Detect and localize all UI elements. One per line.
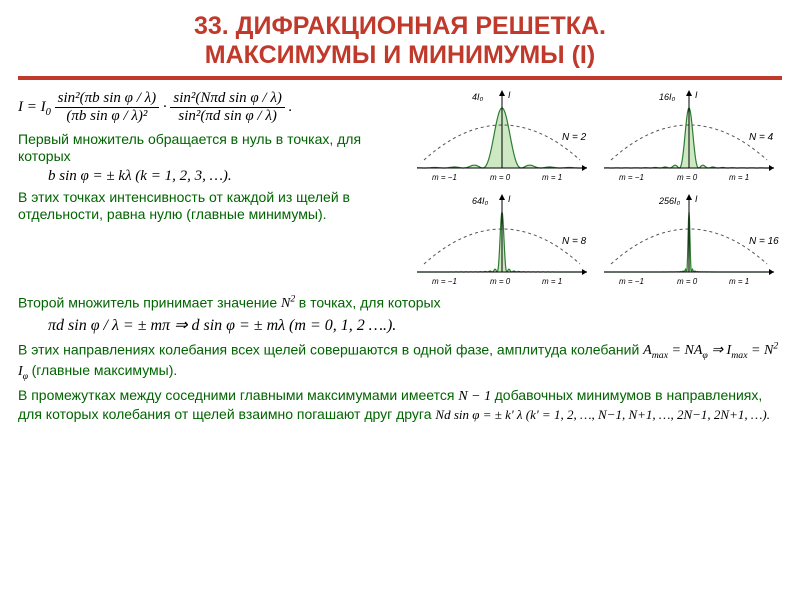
chart-n2: I 4I₀ N = 2 m = −1 m = 0 m = 1 xyxy=(412,86,592,186)
top-row: I = I0 sin²(πb sin φ / λ)(πb sin φ / λ)²… xyxy=(18,86,782,290)
svg-text:4I₀: 4I₀ xyxy=(472,92,484,102)
p5a: В промежутках между соседними главными м… xyxy=(18,387,454,403)
svg-text:m = −1: m = −1 xyxy=(432,277,457,286)
intensity-formula: I = I0 sin²(πb sin φ / λ)(πb sin φ / λ)²… xyxy=(18,86,402,131)
svg-text:I: I xyxy=(695,90,698,100)
p3: Второй множитель принимает значение N2 в… xyxy=(18,294,782,313)
svg-text:N = 8: N = 8 xyxy=(562,236,587,247)
svg-text:m = 1: m = 1 xyxy=(729,277,749,286)
svg-text:64I₀: 64I₀ xyxy=(472,196,489,206)
p3-sup: N2 xyxy=(281,296,299,311)
title-line-2: МАКСИМУМЫ И МИНИМУМЫ (I) xyxy=(205,41,595,69)
svg-text:m = −1: m = −1 xyxy=(432,173,457,182)
p1: Первый множитель обращается в нуль в точ… xyxy=(18,131,402,166)
svg-text:m = −1: m = −1 xyxy=(619,277,644,286)
svg-text:256I₀: 256I₀ xyxy=(658,196,681,206)
svg-text:I: I xyxy=(508,194,511,204)
p3a: Второй множитель принимает значение xyxy=(18,294,277,310)
svg-text:I: I xyxy=(695,194,698,204)
p5m: N − 1 xyxy=(458,389,494,404)
svg-text:m = 0: m = 0 xyxy=(490,173,511,182)
eq4: Nd sin φ = ± k' λ (k' = 1, 2, …, N−1, N+… xyxy=(435,407,770,422)
svg-text:m = 0: m = 0 xyxy=(677,173,698,182)
chart-n4: I 16I₀ N = 4 m = −1 m = 0 m = 1 xyxy=(599,86,779,186)
title-rule xyxy=(18,76,782,80)
p5: В промежутках между соседними главными м… xyxy=(18,387,782,423)
charts-grid: I 4I₀ N = 2 m = −1 m = 0 m = 1 I 16I₀ N = 4 m = … xyxy=(412,86,782,290)
p2: В этих точках интенсивность от каждой из… xyxy=(18,189,402,224)
svg-text:m = 1: m = 1 xyxy=(729,173,749,182)
p4: В этих направлениях колебания всех щелей… xyxy=(18,341,782,384)
svg-text:N = 16: N = 16 xyxy=(749,236,779,247)
svg-text:N = 2: N = 2 xyxy=(562,132,587,143)
svg-text:m = 1: m = 1 xyxy=(542,173,562,182)
eq1: b sin φ = ± kλ (k = 1, 2, 3, …). xyxy=(18,166,402,189)
chart-n8: I 64I₀ N = 8 m = −1 m = 0 m = 1 xyxy=(412,190,592,290)
svg-text:m = 0: m = 0 xyxy=(677,277,698,286)
svg-text:I: I xyxy=(508,90,511,100)
eq2: πd sin φ / λ = ± mπ ⇒ d sin φ = ± mλ (m … xyxy=(18,313,782,337)
p3b: в точках, для которых xyxy=(299,294,441,310)
svg-text:16I₀: 16I₀ xyxy=(659,92,676,102)
svg-text:N = 4: N = 4 xyxy=(749,132,774,143)
p4a: В этих направлениях колебания всех щелей… xyxy=(18,341,639,357)
left-column: I = I0 sin²(πb sin φ / λ)(πb sin φ / λ)²… xyxy=(18,86,402,290)
chart-n16: I 256I₀ N = 16 m = −1 m = 0 m = 1 xyxy=(599,190,779,290)
svg-text:m = 0: m = 0 xyxy=(490,277,511,286)
p4b: (главные максимумы). xyxy=(32,362,178,378)
title-line-1: 33. ДИФРАКЦИОННАЯ РЕШЕТКА. xyxy=(194,12,606,40)
svg-text:m = −1: m = −1 xyxy=(619,173,644,182)
slide-title: 33. ДИФРАКЦИОННАЯ РЕШЕТКА. МАКСИМУМЫ И М… xyxy=(18,12,782,70)
svg-text:m = 1: m = 1 xyxy=(542,277,562,286)
